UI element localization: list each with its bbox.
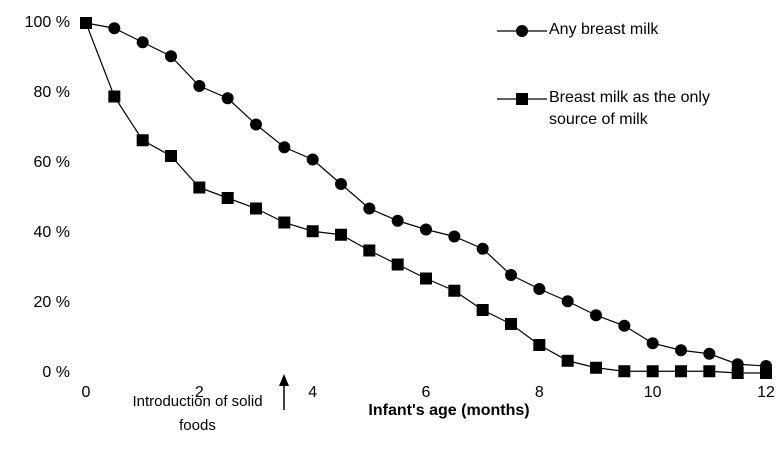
marker: [278, 216, 291, 229]
marker: [363, 244, 376, 257]
marker: [335, 228, 347, 241]
marker: [391, 258, 404, 271]
series-line: [85, 22, 766, 374]
annotation-arrowhead: [279, 374, 289, 386]
y-tick-label: 20 %: [34, 294, 70, 311]
legend-label: Any breast milk: [549, 21, 659, 38]
marker: [108, 22, 121, 35]
marker: [561, 295, 574, 308]
marker: [136, 36, 149, 49]
marker: [165, 150, 177, 162]
legend-marker: [516, 25, 528, 37]
marker: [561, 354, 574, 367]
marker: [618, 319, 631, 332]
marker: [448, 284, 461, 297]
marker: [505, 318, 517, 330]
x-tick-label: 4: [308, 384, 317, 401]
x-tick-label: 12: [757, 384, 775, 401]
marker: [476, 304, 489, 316]
marker: [306, 153, 319, 166]
marker: [646, 365, 659, 378]
marker: [533, 339, 546, 351]
marker: [533, 283, 546, 295]
marker: [703, 365, 716, 378]
marker: [675, 365, 687, 378]
legend-label: Breast milk as the only source of milk: [549, 89, 710, 128]
marker: [448, 230, 461, 243]
marker: [363, 202, 376, 215]
y-tick-label: 60 %: [34, 154, 70, 171]
marker: [221, 192, 234, 204]
x-tick-label: 8: [535, 384, 544, 401]
marker: [675, 344, 687, 357]
marker: [221, 92, 234, 105]
marker: [306, 225, 319, 238]
marker: [590, 361, 602, 374]
marker: [391, 214, 404, 227]
marker: [618, 365, 631, 378]
marker: [703, 347, 716, 360]
marker: [420, 223, 432, 236]
y-tick-label: 80 %: [34, 84, 70, 101]
marker: [165, 50, 177, 63]
annotation: Introduction of solid foods: [132, 393, 263, 434]
marker: [505, 269, 517, 281]
marker: [108, 90, 121, 103]
marker: [420, 272, 432, 285]
y-tick-label: 40 %: [34, 224, 70, 241]
marker: [335, 178, 347, 190]
marker: [646, 337, 659, 350]
y-tick-label: 0 %: [42, 364, 70, 381]
marker: [136, 134, 149, 147]
x-axis-label: Infant's age (months): [368, 402, 529, 419]
marker: [250, 202, 262, 215]
marker: [590, 309, 602, 322]
legend-marker: [516, 93, 528, 105]
marker: [193, 80, 206, 92]
marker: [193, 181, 206, 194]
marker: [250, 118, 262, 131]
marker: [476, 242, 489, 255]
marker: [278, 141, 291, 154]
x-tick-label: 10: [644, 384, 662, 401]
marker: [80, 17, 92, 29]
marker: [731, 367, 744, 379]
x-tick-label: 6: [422, 384, 431, 401]
y-tick-label: 100 %: [25, 14, 70, 31]
x-tick-label: 2: [195, 384, 204, 401]
series-line: [85, 22, 767, 367]
marker: [760, 367, 772, 379]
x-tick-label: 0: [82, 384, 91, 401]
